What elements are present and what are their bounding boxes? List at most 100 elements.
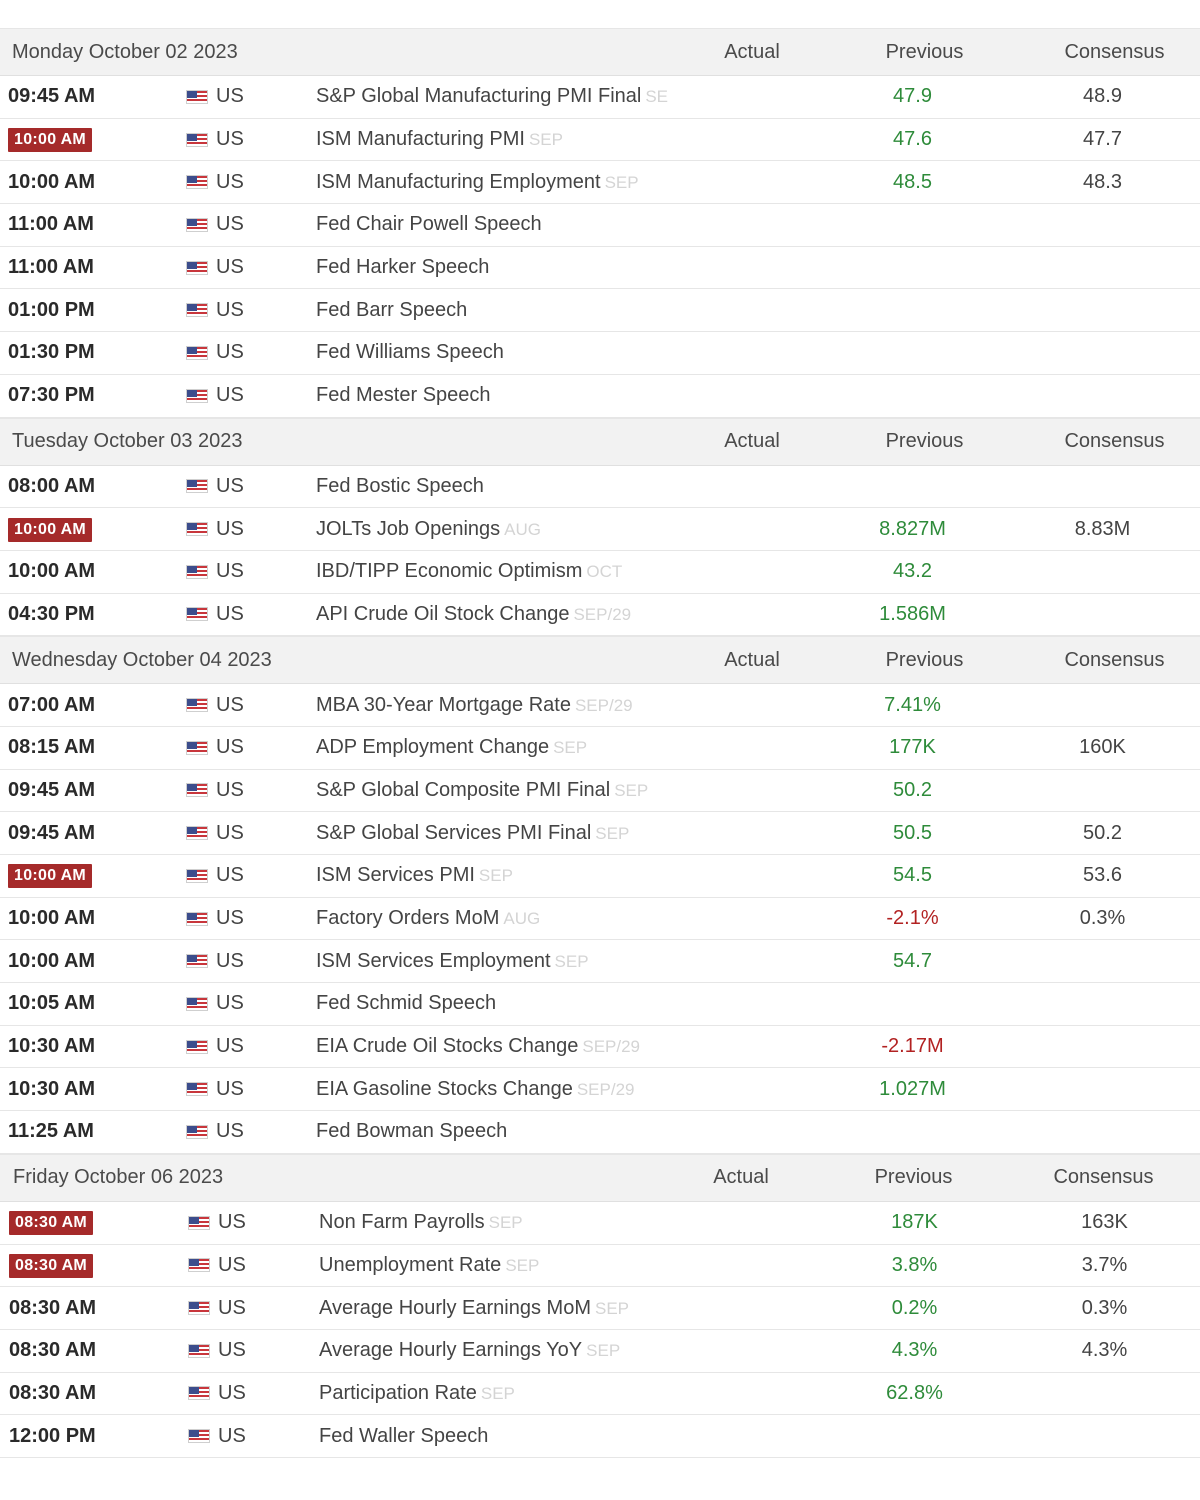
event-row[interactable]: 09:45 AM US S&P Global Services PMI Fina… — [0, 812, 1200, 855]
event-name[interactable]: Fed Bostic Speech — [316, 474, 484, 497]
event-name[interactable]: Average Hourly Earnings MoM — [319, 1296, 591, 1319]
event-name[interactable]: Fed Williams Speech — [316, 341, 504, 364]
event-name[interactable]: S&P Global Services PMI Final — [316, 821, 592, 844]
event-name-cell[interactable]: ISM Services PMI SEP — [310, 864, 690, 887]
column-header-previous[interactable]: Previous — [885, 40, 964, 63]
event-name-cell[interactable]: MBA 30-Year Mortgage Rate SEP/29 — [310, 694, 690, 717]
event-row[interactable]: 08:30 AM US Unemployment Rate SEP 3.8% 3.… — [0, 1245, 1200, 1288]
event-name-cell[interactable]: ISM Manufacturing PMI SEP — [310, 128, 690, 151]
event-name[interactable]: Fed Chair Powell Speech — [316, 213, 542, 236]
event-row[interactable]: 11:00 AM US Fed Chair Powell Speech — [0, 204, 1200, 247]
event-name[interactable]: Factory Orders MoM — [316, 907, 500, 930]
event-name[interactable]: Fed Barr Speech — [316, 298, 468, 321]
event-name[interactable]: Fed Schmid Speech — [316, 992, 497, 1015]
event-row[interactable]: 10:00 AM US ISM Services PMI SEP 54.5 53.… — [0, 855, 1200, 898]
event-row[interactable]: 08:30 AM US Average Hourly Earnings YoY S… — [0, 1330, 1200, 1373]
event-name[interactable]: S&P Global Manufacturing PMI Final — [316, 85, 642, 108]
event-name[interactable]: ISM Manufacturing Employment — [316, 170, 601, 193]
column-header-consensus[interactable]: Consensus — [1064, 430, 1165, 452]
event-row[interactable]: 10:00 AM US Factory Orders MoM AUG -2.1% … — [0, 898, 1200, 941]
event-row[interactable]: 08:30 AM US Participation Rate SEP 62.8% — [0, 1373, 1200, 1416]
column-header-consensus[interactable]: Consensus — [1064, 40, 1165, 63]
event-row[interactable]: 04:30 PM US API Crude Oil Stock Change SE… — [0, 594, 1200, 637]
event-name[interactable]: Average Hourly Earnings YoY — [319, 1339, 583, 1362]
event-name-cell[interactable]: Fed Bowman Speech — [310, 1120, 690, 1143]
event-name[interactable]: S&P Global Composite PMI Final — [316, 778, 611, 801]
event-name[interactable]: IBD/TIPP Economic Optimism — [316, 560, 583, 583]
event-name[interactable]: ADP Employment Change — [316, 736, 550, 759]
event-name-cell[interactable]: S&P Global Services PMI Final SEP — [310, 822, 690, 845]
event-row[interactable]: 07:00 AM US MBA 30-Year Mortgage Rate SEP… — [0, 684, 1200, 727]
event-name-cell[interactable]: S&P Global Manufacturing PMI Final SE — [310, 85, 690, 108]
column-header-previous[interactable]: Previous — [885, 648, 964, 671]
event-row[interactable]: 07:30 PM US Fed Mester Speech — [0, 375, 1200, 418]
event-row[interactable]: 01:00 PM US Fed Barr Speech — [0, 289, 1200, 333]
event-name-cell[interactable]: EIA Crude Oil Stocks Change SEP/29 — [310, 1035, 690, 1058]
event-name-cell[interactable]: Fed Chair Powell Speech — [310, 213, 690, 236]
event-name-cell[interactable]: Non Farm Payrolls SEP — [312, 1211, 692, 1234]
event-name-cell[interactable]: API Crude Oil Stock Change SEP/29 — [310, 603, 690, 626]
event-name[interactable]: Participation Rate — [319, 1381, 477, 1404]
event-row[interactable]: 08:30 AM US Non Farm Payrolls SEP 187K 16… — [0, 1202, 1200, 1245]
event-name-cell[interactable]: Unemployment Rate SEP — [312, 1254, 692, 1277]
event-row[interactable]: 10:05 AM US Fed Schmid Speech — [0, 983, 1200, 1026]
event-row[interactable]: 08:00 AM US Fed Bostic Speech — [0, 466, 1200, 509]
event-name-cell[interactable]: Fed Barr Speech — [310, 299, 690, 322]
event-name-cell[interactable]: S&P Global Composite PMI Final SEP — [310, 779, 690, 802]
event-name[interactable]: EIA Gasoline Stocks Change — [316, 1077, 573, 1100]
event-name-cell[interactable]: JOLTs Job Openings AUG — [310, 518, 690, 541]
event-row[interactable]: 10:00 AM US IBD/TIPP Economic Optimism OC… — [0, 551, 1200, 594]
event-name[interactable]: Non Farm Payrolls — [319, 1211, 485, 1234]
column-header-actual[interactable]: Actual — [724, 40, 780, 63]
event-row[interactable]: 10:00 AM US JOLTs Job Openings AUG 8.827M… — [0, 508, 1200, 551]
event-row[interactable]: 08:30 AM US Average Hourly Earnings MoM S… — [0, 1287, 1200, 1330]
event-name-cell[interactable]: Fed Mester Speech — [310, 384, 690, 407]
event-row[interactable]: 10:30 AM US EIA Gasoline Stocks Change SE… — [0, 1068, 1200, 1112]
event-name[interactable]: Fed Bowman Speech — [316, 1120, 508, 1143]
event-name-cell[interactable]: Fed Waller Speech — [312, 1425, 692, 1448]
event-name[interactable]: API Crude Oil Stock Change — [316, 602, 570, 625]
event-name-cell[interactable]: EIA Gasoline Stocks Change SEP/29 — [310, 1078, 690, 1101]
event-name-cell[interactable]: Fed Bostic Speech — [310, 475, 690, 498]
column-header-previous[interactable]: Previous — [885, 430, 964, 452]
event-row[interactable]: 12:00 PM US Fed Waller Speech — [0, 1415, 1200, 1458]
event-name[interactable]: Fed Waller Speech — [319, 1424, 489, 1447]
column-header-consensus[interactable]: Consensus — [1053, 1166, 1154, 1189]
event-name[interactable]: ISM Services PMI — [316, 864, 475, 887]
event-row[interactable]: 08:15 AM US ADP Employment Change SEP 177… — [0, 727, 1200, 770]
event-name[interactable]: MBA 30-Year Mortgage Rate — [316, 693, 571, 716]
event-name-cell[interactable]: ADP Employment Change SEP — [310, 736, 690, 759]
event-name-cell[interactable]: ISM Manufacturing Employment SEP — [310, 171, 690, 194]
event-name[interactable]: Unemployment Rate — [319, 1253, 502, 1276]
event-name-cell[interactable]: IBD/TIPP Economic Optimism OCT — [310, 560, 690, 583]
event-name-cell[interactable]: Average Hourly Earnings MoM SEP — [312, 1297, 692, 1320]
event-name[interactable]: EIA Crude Oil Stocks Change — [316, 1035, 579, 1058]
event-row[interactable]: 10:00 AM US ISM Manufacturing PMI SEP 47.… — [0, 119, 1200, 162]
column-header-consensus[interactable]: Consensus — [1064, 648, 1165, 671]
event-row[interactable]: 10:00 AM US ISM Services Employment SEP 5… — [0, 940, 1200, 984]
event-name-cell[interactable]: Fed Williams Speech — [310, 341, 690, 364]
event-name[interactable]: Fed Mester Speech — [316, 384, 491, 407]
column-header-previous[interactable]: Previous — [874, 1166, 953, 1189]
event-name-cell[interactable]: Average Hourly Earnings YoY SEP — [312, 1339, 692, 1362]
column-header-actual[interactable]: Actual — [713, 1166, 769, 1189]
country-code: US — [216, 864, 244, 887]
event-name-cell[interactable]: Factory Orders MoM AUG — [310, 907, 690, 930]
event-row[interactable]: 09:45 AM US S&P Global Composite PMI Fin… — [0, 770, 1200, 813]
event-name-cell[interactable]: ISM Services Employment SEP — [310, 950, 690, 973]
event-name-cell[interactable]: Fed Schmid Speech — [310, 992, 690, 1015]
event-name-cell[interactable]: Participation Rate SEP — [312, 1382, 692, 1405]
event-row[interactable]: 09:45 AM US S&P Global Manufacturing PMI… — [0, 76, 1200, 119]
event-name[interactable]: ISM Manufacturing PMI — [316, 128, 525, 151]
event-name[interactable]: Fed Harker Speech — [316, 256, 490, 279]
event-row[interactable]: 11:00 AM US Fed Harker Speech — [0, 247, 1200, 290]
event-name[interactable]: JOLTs Job Openings — [316, 517, 501, 540]
event-row[interactable]: 01:30 PM US Fed Williams Speech — [0, 332, 1200, 375]
column-header-actual[interactable]: Actual — [724, 648, 780, 671]
event-name[interactable]: ISM Services Employment — [316, 949, 551, 972]
event-row[interactable]: 10:00 AM US ISM Manufacturing Employment… — [0, 161, 1200, 205]
event-row[interactable]: 10:30 AM US EIA Crude Oil Stocks Change S… — [0, 1026, 1200, 1069]
event-name-cell[interactable]: Fed Harker Speech — [310, 256, 690, 279]
column-header-actual[interactable]: Actual — [724, 430, 780, 452]
event-row[interactable]: 11:25 AM US Fed Bowman Speech — [0, 1111, 1200, 1154]
